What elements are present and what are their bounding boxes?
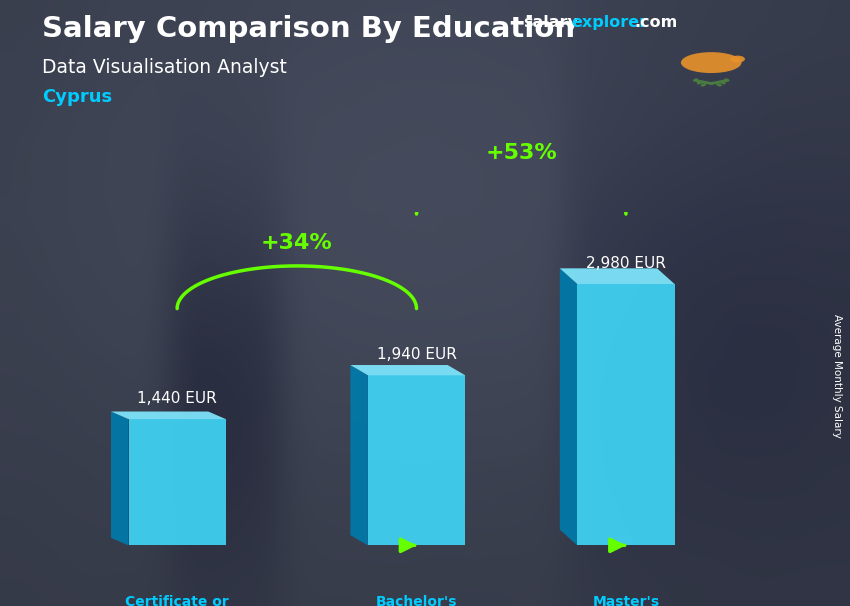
Text: Average Monthly Salary: Average Monthly Salary [832, 314, 842, 438]
Text: Cyprus: Cyprus [42, 88, 112, 106]
Polygon shape [350, 365, 368, 545]
Text: salary: salary [523, 15, 578, 30]
Text: 1,940 EUR: 1,940 EUR [377, 347, 456, 362]
Ellipse shape [717, 83, 722, 87]
Ellipse shape [693, 78, 699, 82]
Text: explorer: explorer [571, 15, 648, 30]
Polygon shape [111, 411, 128, 545]
Ellipse shape [697, 81, 702, 84]
Text: Bachelor's
Degree: Bachelor's Degree [376, 595, 457, 606]
Text: 1,440 EUR: 1,440 EUR [137, 391, 217, 406]
Polygon shape [111, 411, 226, 419]
Text: 2,980 EUR: 2,980 EUR [586, 256, 666, 271]
Text: Data Visualisation Analyst: Data Visualisation Analyst [42, 58, 287, 76]
Ellipse shape [730, 56, 745, 62]
Polygon shape [560, 268, 577, 545]
Ellipse shape [720, 81, 726, 84]
Text: Master's
Degree: Master's Degree [592, 595, 660, 606]
Ellipse shape [700, 83, 706, 87]
Polygon shape [128, 419, 226, 545]
Polygon shape [368, 375, 465, 545]
Text: Certificate or
Diploma: Certificate or Diploma [125, 595, 229, 606]
Text: .com: .com [634, 15, 677, 30]
Ellipse shape [724, 78, 729, 82]
Text: +34%: +34% [261, 233, 332, 253]
Text: Salary Comparison By Education: Salary Comparison By Education [42, 15, 575, 43]
Polygon shape [560, 268, 675, 284]
Ellipse shape [681, 52, 741, 73]
Text: +53%: +53% [485, 144, 557, 164]
Polygon shape [577, 284, 675, 545]
Polygon shape [350, 365, 465, 375]
